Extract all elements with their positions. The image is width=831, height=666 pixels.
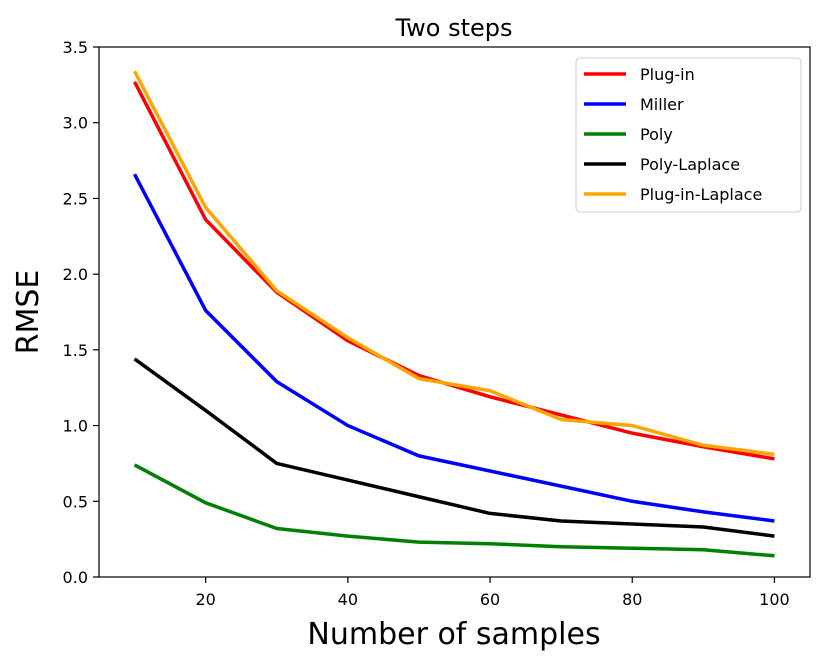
y-axis-title: RMSE (11, 270, 46, 355)
series-line-poly (133, 463, 775, 558)
y-tick-label: 3.0 (63, 114, 88, 133)
x-axis-title: Number of samples (307, 617, 600, 652)
x-tick-label: 80 (622, 590, 642, 609)
y-tick-label: 0.5 (63, 492, 88, 511)
x-tick-label: 100 (759, 590, 790, 609)
y-axis: 0.0 0.5 1.0 1.5 2.0 2.5 3.0 3.5 (63, 38, 99, 587)
legend-box (575, 57, 802, 213)
axes-frame (98, 46, 811, 578)
y-tick-label: 1.5 (63, 341, 88, 360)
series-line-poly-laplace (133, 357, 775, 538)
y-tick-label: 2.0 (63, 265, 88, 284)
x-tick-label: 20 (195, 590, 215, 609)
series-line-plug-in-laplace (132, 70, 775, 457)
x-tick-label: 40 (338, 590, 358, 609)
legend-label: Plug-in (640, 65, 695, 84)
y-tick-label: 2.5 (63, 189, 88, 208)
x-axis: 20 40 60 80 100 (195, 577, 790, 609)
x-tick-label: 60 (480, 590, 500, 609)
legend: Plug-in Miller Poly Poly-Laplace Plug-in-Lap… (575, 57, 802, 213)
legend-label: Plug-in-Laplace (640, 185, 762, 204)
legend-label: Poly (640, 125, 673, 144)
series-line-miller (132, 173, 775, 523)
legend-label: Poly-Laplace (640, 155, 740, 174)
y-tick-label: 1.0 (63, 417, 88, 436)
y-tick-label: 0.0 (63, 568, 88, 587)
chart-title: Two steps (394, 14, 512, 42)
legend-label: Miller (640, 95, 684, 114)
plot-area (98, 46, 811, 578)
y-tick-label: 3.5 (63, 38, 88, 57)
